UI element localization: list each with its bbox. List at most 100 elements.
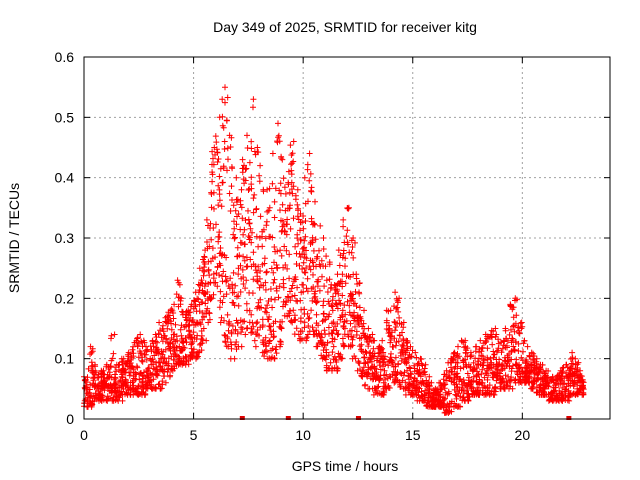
data-point <box>392 342 399 349</box>
data-point <box>323 353 330 360</box>
data-point <box>321 327 328 334</box>
data-point <box>201 253 208 260</box>
data-point <box>257 162 264 169</box>
data-point <box>301 324 308 331</box>
data-point <box>220 163 227 170</box>
data-point <box>290 138 297 145</box>
data-point <box>286 189 293 196</box>
data-point <box>375 350 382 357</box>
data-point <box>141 391 148 398</box>
data-point <box>221 332 228 338</box>
data-point <box>216 191 223 198</box>
data-point <box>201 261 208 267</box>
data-point <box>202 300 209 307</box>
data-point <box>446 374 453 381</box>
data-point <box>224 145 231 152</box>
data-point <box>209 171 216 178</box>
data-point <box>136 376 143 383</box>
data-point <box>339 335 346 342</box>
data-point <box>250 195 257 202</box>
data-point <box>314 253 321 260</box>
data-point <box>510 304 517 311</box>
data-point <box>330 293 336 300</box>
data-point <box>269 180 276 187</box>
data-point <box>199 267 206 274</box>
data-point <box>326 276 333 283</box>
data-point <box>113 393 120 400</box>
data-point <box>329 349 336 356</box>
data-point <box>561 388 568 395</box>
data-point <box>148 348 155 355</box>
data-point <box>248 174 255 181</box>
data-point <box>348 327 355 334</box>
data-point <box>229 281 236 288</box>
data-point <box>221 146 228 152</box>
data-point <box>217 250 224 257</box>
data-point <box>449 357 456 364</box>
data-point <box>122 366 128 373</box>
x-axis-ticks: 0 5 10 15 20 <box>80 57 530 443</box>
data-point <box>95 387 102 394</box>
data-point <box>362 348 369 355</box>
data-point <box>178 295 185 302</box>
data-point <box>544 374 551 381</box>
data-point <box>297 335 304 342</box>
data-point <box>256 234 263 241</box>
data-point <box>90 377 97 384</box>
data-point <box>125 383 131 390</box>
data-point <box>261 255 268 262</box>
data-point <box>168 326 175 333</box>
data-point <box>268 265 275 272</box>
data-point <box>371 363 378 370</box>
data-point <box>399 329 405 336</box>
data-point <box>212 254 218 261</box>
data-point <box>231 289 238 296</box>
data-point <box>489 334 495 341</box>
data-point <box>252 263 259 270</box>
data-point <box>153 371 160 378</box>
data-point <box>423 389 430 396</box>
data-point <box>203 216 210 223</box>
data-point <box>350 254 357 261</box>
data-point <box>241 180 248 187</box>
data-point <box>266 185 273 192</box>
data-point <box>484 376 491 383</box>
data-point <box>257 268 264 274</box>
data-point <box>281 228 288 234</box>
data-point <box>195 281 202 288</box>
data-point <box>170 350 177 357</box>
data-point <box>205 281 212 287</box>
data-point <box>382 376 389 383</box>
data-point <box>289 293 296 300</box>
data-point <box>369 331 376 338</box>
data-point <box>322 263 329 270</box>
data-point <box>301 237 308 244</box>
data-point <box>217 262 224 269</box>
data-point <box>120 369 127 376</box>
data-point <box>454 363 461 370</box>
data-point <box>89 345 96 352</box>
data-point <box>388 350 394 357</box>
data-point <box>209 245 216 252</box>
data-point <box>165 355 172 362</box>
data-point <box>263 309 270 316</box>
data-point <box>262 334 269 341</box>
data-point <box>155 331 162 338</box>
data-point <box>385 322 392 329</box>
data-point <box>271 296 278 303</box>
data-point <box>234 196 241 203</box>
x-tick-label: 10 <box>295 427 311 443</box>
data-point <box>198 277 205 284</box>
data-point <box>244 325 251 331</box>
data-point <box>337 351 344 358</box>
data-point <box>323 277 330 284</box>
data-point <box>200 325 207 332</box>
data-point <box>120 355 127 362</box>
data-point <box>227 208 234 214</box>
data-point <box>206 243 213 250</box>
data-point <box>300 213 307 219</box>
data-point <box>346 302 353 309</box>
data-point <box>456 353 463 360</box>
data-point <box>499 366 506 372</box>
data-point <box>143 356 150 363</box>
